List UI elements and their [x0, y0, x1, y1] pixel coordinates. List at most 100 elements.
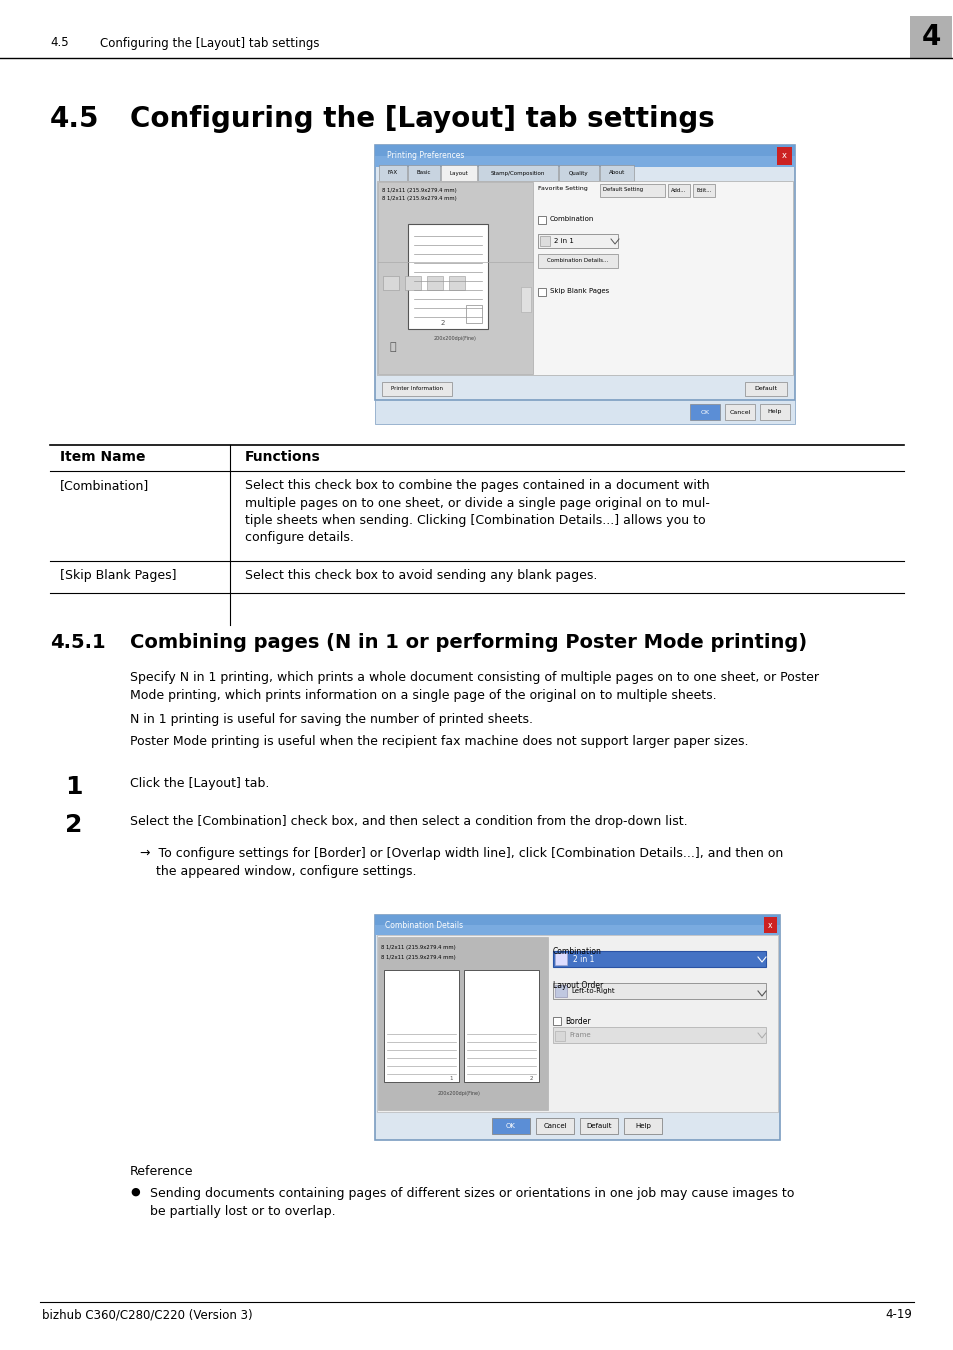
Text: x: x — [781, 151, 786, 161]
Text: Sending documents containing pages of different sizes or orientations in one job: Sending documents containing pages of di… — [150, 1187, 794, 1218]
Text: 2: 2 — [65, 813, 82, 837]
Text: 200x200dpi(Fine): 200x200dpi(Fine) — [434, 336, 476, 342]
Text: x: x — [767, 921, 772, 930]
Bar — [384, 971, 458, 1081]
Bar — [599, 184, 664, 197]
Bar — [763, 917, 776, 933]
Text: Combining pages (N in 1 or performing Poster Mode printing): Combining pages (N in 1 or performing Po… — [130, 633, 806, 652]
Text: Layout: Layout — [449, 170, 468, 176]
Text: Skip Blank Pages: Skip Blank Pages — [550, 288, 609, 294]
Text: Stamp/Composition: Stamp/Composition — [490, 170, 544, 176]
Text: Printing Preferences: Printing Preferences — [387, 151, 464, 161]
Text: N in 1 printing is useful for saving the number of printed sheets.: N in 1 printing is useful for saving the… — [130, 713, 533, 726]
Bar — [378, 165, 407, 181]
Bar — [440, 165, 476, 181]
Text: Reference: Reference — [130, 1165, 193, 1179]
Text: Favorite Setting: Favorite Setting — [537, 186, 587, 190]
Text: Select this check box to avoid sending any blank pages.: Select this check box to avoid sending a… — [245, 568, 597, 582]
Bar — [667, 184, 689, 197]
Text: About: About — [608, 170, 624, 176]
Text: Default: Default — [586, 1123, 611, 1129]
Text: 8 1/2x11 (215.9x279.4 mm): 8 1/2x11 (215.9x279.4 mm) — [380, 954, 456, 960]
Text: OK: OK — [700, 409, 709, 414]
Text: 1: 1 — [449, 1076, 453, 1080]
Text: Cancel: Cancel — [542, 1123, 566, 1129]
Text: OK: OK — [505, 1123, 516, 1129]
Bar — [553, 950, 765, 967]
Text: Printer Information: Printer Information — [391, 386, 442, 391]
Text: Frame: Frame — [568, 1031, 590, 1038]
Text: 8 1/2x11 (215.9x279.4 mm): 8 1/2x11 (215.9x279.4 mm) — [380, 945, 456, 950]
Text: 🖨: 🖨 — [390, 342, 396, 352]
Bar — [579, 1118, 618, 1134]
Bar — [537, 254, 618, 269]
Bar — [537, 216, 545, 224]
Text: Layout Order: Layout Order — [553, 981, 602, 990]
Text: Combination: Combination — [553, 946, 601, 956]
Text: Help: Help — [767, 409, 781, 414]
Bar — [553, 1017, 560, 1025]
Bar — [408, 224, 488, 329]
Bar — [909, 16, 951, 58]
Bar — [520, 288, 531, 312]
Text: Quality: Quality — [569, 170, 588, 176]
Bar — [492, 1118, 530, 1134]
Text: Default Setting: Default Setting — [602, 188, 642, 193]
Bar — [537, 234, 618, 248]
Text: bizhub C360/C280/C220 (Version 3): bizhub C360/C280/C220 (Version 3) — [42, 1308, 253, 1322]
Text: ●: ● — [130, 1187, 139, 1197]
Text: Click the [Layout] tab.: Click the [Layout] tab. — [130, 778, 269, 790]
Bar — [375, 144, 794, 400]
Text: 4.5.1: 4.5.1 — [50, 633, 106, 652]
Bar — [376, 936, 778, 1112]
Bar — [724, 404, 754, 420]
Bar — [553, 983, 765, 999]
Bar — [553, 1027, 765, 1044]
Bar — [408, 165, 439, 181]
Bar — [375, 915, 780, 1139]
Text: 200x200dpi(Fine): 200x200dpi(Fine) — [437, 1092, 480, 1096]
Bar — [623, 1118, 661, 1134]
Text: 2: 2 — [529, 1076, 532, 1080]
Text: 2: 2 — [440, 320, 445, 325]
Text: Add...: Add... — [671, 188, 686, 193]
Bar — [477, 165, 558, 181]
Bar — [375, 915, 780, 936]
Text: Default: Default — [754, 386, 777, 391]
Bar — [382, 275, 398, 290]
Text: Basic: Basic — [416, 170, 431, 176]
Bar — [744, 382, 786, 396]
Text: FAX: FAX — [388, 170, 397, 176]
Bar — [539, 236, 550, 246]
Text: Select the [Combination] check box, and then select a condition from the drop-do: Select the [Combination] check box, and … — [130, 815, 687, 828]
Bar — [537, 288, 545, 296]
Text: →  To configure settings for [Border] or [Overlap width line], click [Combinatio: → To configure settings for [Border] or … — [140, 846, 782, 878]
Bar — [377, 182, 533, 374]
Text: Functions: Functions — [245, 450, 320, 464]
Text: 2 in 1: 2 in 1 — [554, 238, 574, 244]
Bar — [555, 1031, 564, 1041]
Text: 8 1/2x11 (215.9x279.4 mm): 8 1/2x11 (215.9x279.4 mm) — [381, 188, 456, 193]
Text: Combination Details...: Combination Details... — [547, 258, 608, 263]
Text: Left-to-Right: Left-to-Right — [571, 988, 614, 994]
Text: 4.5: 4.5 — [50, 105, 99, 134]
Text: Border: Border — [564, 1017, 590, 1026]
Text: [Skip Blank Pages]: [Skip Blank Pages] — [60, 568, 176, 582]
Bar — [599, 165, 634, 181]
Text: Specify N in 1 printing, which prints a whole document consisting of multiple pa: Specify N in 1 printing, which prints a … — [130, 671, 818, 702]
Text: Combination Details: Combination Details — [385, 921, 462, 930]
Bar — [376, 181, 792, 375]
Text: Configuring the [Layout] tab settings: Configuring the [Layout] tab settings — [130, 105, 714, 134]
Text: 8 1/2x11 (215.9x279.4 mm): 8 1/2x11 (215.9x279.4 mm) — [381, 196, 456, 201]
Text: 4: 4 — [921, 23, 940, 51]
Bar — [555, 953, 566, 965]
Bar — [381, 382, 452, 396]
Text: Poster Mode printing is useful when the recipient fax machine does not support l: Poster Mode printing is useful when the … — [130, 734, 748, 748]
Text: Help: Help — [635, 1123, 650, 1129]
Text: 4-19: 4-19 — [884, 1308, 911, 1322]
Bar — [760, 404, 789, 420]
Bar — [689, 404, 720, 420]
Text: Edit...: Edit... — [696, 188, 711, 193]
Bar — [449, 275, 464, 290]
Text: 1: 1 — [65, 775, 82, 799]
